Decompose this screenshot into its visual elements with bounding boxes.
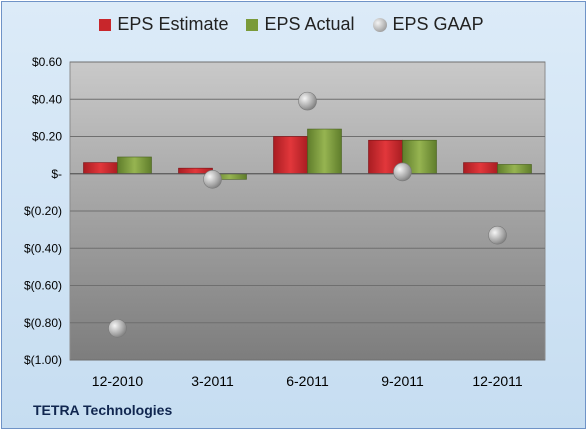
point-eps-gaap [203, 170, 222, 189]
y-tick-label: $0.20 [32, 130, 62, 144]
x-tick-label: 6-2011 [286, 373, 329, 389]
bar-eps-estimate [463, 162, 498, 175]
company-name: TETRA Technologies [33, 402, 173, 418]
legend-swatch-gaap [372, 17, 387, 32]
y-tick-label: $(0.20) [24, 204, 62, 218]
y-tick-label: $(0.80) [24, 316, 62, 330]
legend-item-estimate: EPS Estimate [99, 14, 228, 35]
legend-label-actual: EPS Actual [264, 14, 355, 34]
bar-eps-actual [497, 164, 532, 175]
point-eps-gaap [108, 319, 127, 338]
bar-eps-estimate [83, 162, 118, 175]
x-tick-label: 12-2010 [92, 373, 144, 389]
point-eps-gaap [298, 91, 317, 111]
legend-item-actual: EPS Actual [246, 14, 355, 35]
legend-item-gaap: EPS GAAP [372, 14, 484, 35]
bar-eps-actual [307, 128, 342, 175]
x-tick-label: 9-2011 [381, 373, 424, 389]
point-eps-gaap [488, 225, 507, 245]
point-eps-gaap [393, 162, 412, 182]
y-tick-label: $0.40 [32, 92, 62, 106]
y-tick-label: $0.60 [32, 55, 62, 69]
x-tick-label: 3-2011 [191, 373, 234, 389]
legend: EPS Estimate EPS Actual EPS GAAP [0, 14, 583, 35]
legend-label-estimate: EPS Estimate [117, 14, 229, 34]
y-tick-label: $(0.60) [24, 279, 62, 293]
legend-swatch-estimate [99, 18, 112, 31]
legend-swatch-actual [246, 18, 259, 31]
bar-eps-estimate [273, 136, 308, 175]
y-tick-label: $- [51, 167, 62, 181]
legend-label-gaap: EPS GAAP [392, 14, 484, 34]
y-tick-label: $(1.00) [24, 353, 62, 367]
y-tick-label: $(0.40) [24, 241, 62, 255]
x-tick-label: 12-2011 [472, 373, 523, 389]
bar-eps-actual [117, 156, 152, 175]
